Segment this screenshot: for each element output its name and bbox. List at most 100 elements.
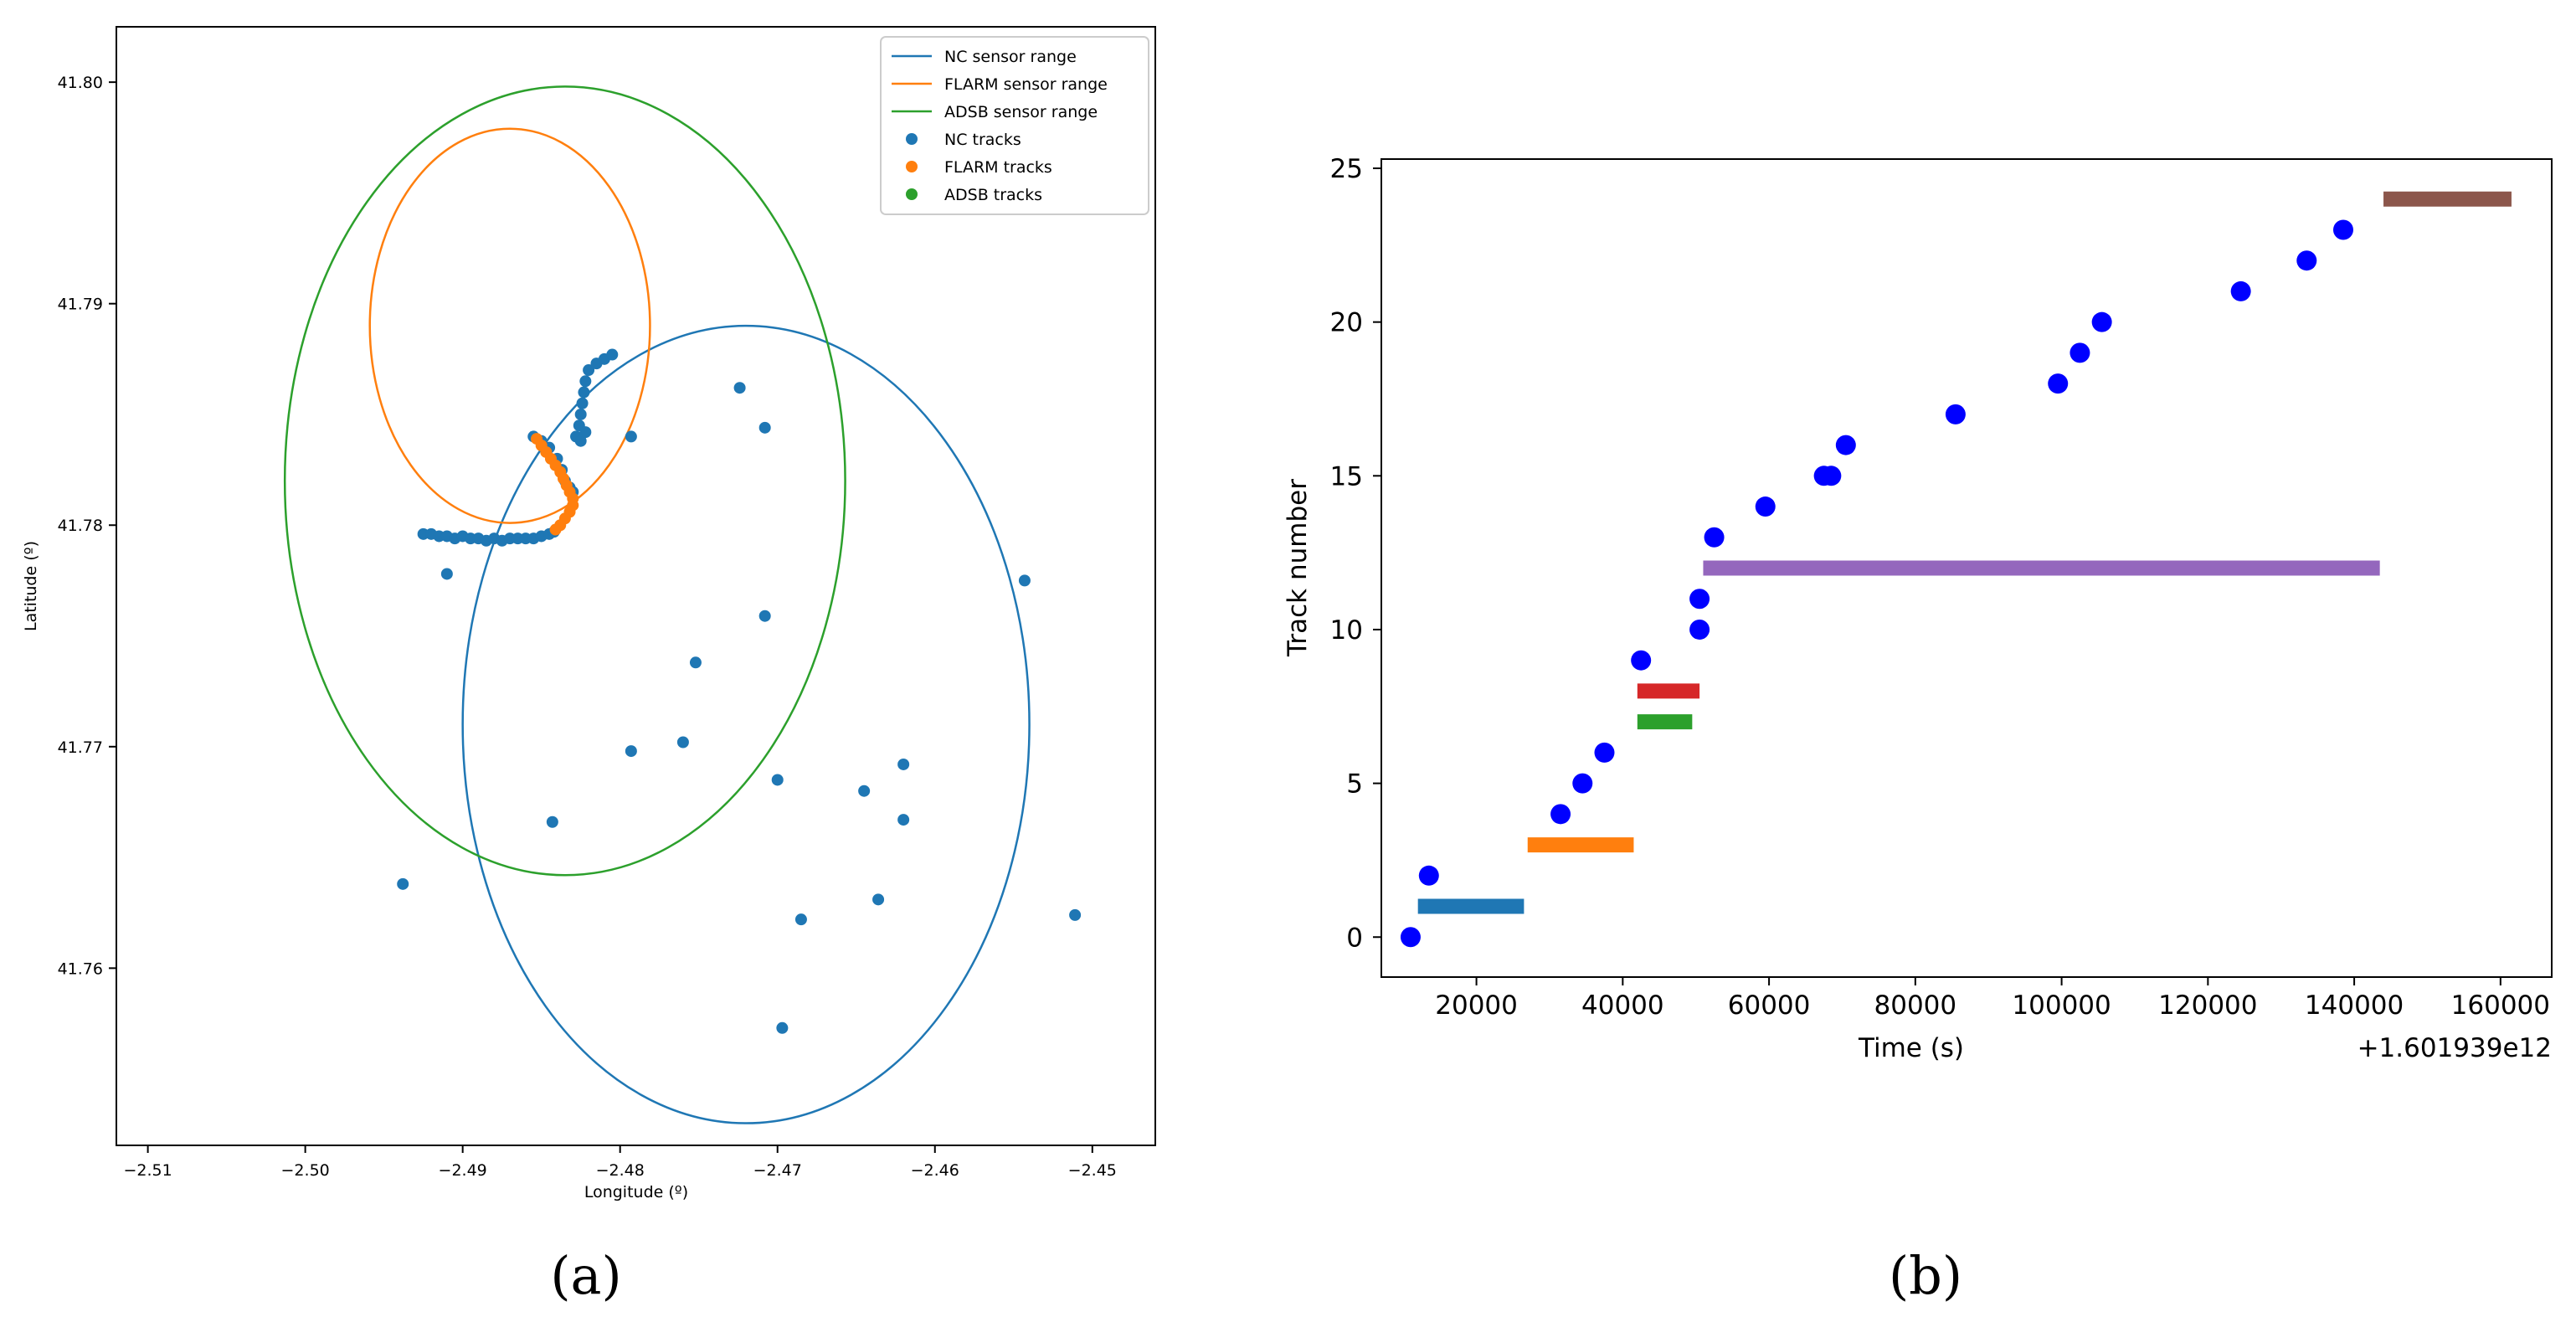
track-start-point	[2091, 311, 2112, 332]
y-tick-label: 20	[1330, 308, 1363, 338]
legend-label: ADSB tracks	[944, 186, 1042, 204]
track-start-point	[1689, 619, 1710, 640]
y-tick-label: 41.78	[58, 517, 103, 535]
track-points	[397, 348, 1082, 1034]
nc-tracks-point	[546, 815, 558, 828]
nc-tracks-point	[689, 656, 702, 669]
x-tick-label: −2.51	[123, 1161, 172, 1180]
y-tick-label: 0	[1346, 923, 1363, 953]
track-start-point	[1631, 650, 1652, 671]
y-tick-label: 41.76	[58, 959, 103, 978]
nc-tracks-point	[733, 382, 746, 394]
track-start-point	[1594, 742, 1615, 763]
x-tick-label: 120000	[2158, 990, 2257, 1021]
plot-a-xlabel: Longitude (º)	[584, 1183, 688, 1201]
nc-tracks-point	[579, 375, 592, 388]
plot-b-ticks: 20000 40000 60000 80000 100000 120000 140000 16…	[1330, 154, 2550, 1021]
legend-label: NC sensor range	[944, 48, 1077, 66]
track-start-point	[2048, 373, 2069, 394]
nc-tracks-point	[583, 364, 595, 377]
y-tick-label: 15	[1330, 461, 1363, 491]
plot-a-ticks: −2.51 −2.50 −2.49 −2.48 −2.47 −2.46 −2.45 41.76…	[58, 74, 1117, 1180]
nc-tracks-point	[579, 426, 592, 439]
x-tick-label: 140000	[2305, 990, 2404, 1021]
x-tick-label: −2.48	[596, 1161, 645, 1180]
x-tick-label: 160000	[2451, 990, 2550, 1021]
x-tick-label: 60000	[1728, 990, 1811, 1021]
track-start-point	[1550, 804, 1571, 825]
plot-b-ylabel: Track number	[1283, 479, 1313, 657]
x-tick-label: 80000	[1874, 990, 1957, 1021]
flarm-sensor-range-circle	[368, 127, 651, 524]
nc-tracks-point	[397, 877, 409, 890]
plot-b-offset-label: +1.601939e12	[2357, 1033, 2552, 1063]
nc-tracks-point	[771, 774, 784, 786]
legend-marker-swatch	[906, 161, 918, 172]
nc-tracks-point	[776, 1021, 789, 1034]
nc-tracks-point	[574, 408, 587, 420]
y-tick-label: 25	[1330, 154, 1363, 184]
nc-tracks-point	[576, 397, 589, 409]
legend-label: FLARM tracks	[944, 158, 1052, 177]
y-tick-label: 41.79	[58, 296, 103, 314]
legend-marker-swatch	[906, 188, 918, 200]
plot-a-ylabel: Latitude (º)	[22, 541, 40, 631]
panel-a: −2.51 −2.50 −2.49 −2.48 −2.47 −2.46 −2.45 41.76…	[22, 26, 1156, 1306]
nc-tracks-point	[676, 736, 689, 749]
track-start-point	[1835, 435, 1856, 455]
x-tick-label: −2.50	[281, 1161, 330, 1180]
nc-tracks-point	[606, 348, 619, 361]
nc-tracks-point	[872, 893, 885, 906]
plot-b-xlabel: Time (s)	[1858, 1033, 1964, 1063]
track-start-points	[1400, 219, 2353, 948]
legend-box	[880, 36, 1149, 215]
sensor-ranges	[283, 85, 1031, 1124]
x-tick-label: −2.47	[753, 1161, 802, 1180]
x-tick-label: 20000	[1435, 990, 1518, 1021]
nc-tracks-point	[1069, 908, 1082, 921]
track-start-point	[1572, 773, 1593, 794]
adsb-sensor-range-circle	[283, 85, 846, 877]
nc-tracks-point	[897, 758, 910, 770]
nc-tracks-point	[858, 785, 871, 797]
track-start-point	[2332, 219, 2353, 240]
caption-a: (a)	[550, 1245, 621, 1306]
flarm-tracks-point	[549, 523, 562, 536]
y-tick-label: 41.80	[58, 74, 103, 92]
track-start-point	[1704, 527, 1725, 548]
track-start-point	[1418, 865, 1439, 886]
panel-b: 20000 40000 60000 80000 100000 120000 140000 16…	[1283, 154, 2553, 1306]
nc-tracks-point	[625, 430, 637, 443]
legend-label: FLARM sensor range	[944, 75, 1108, 94]
y-tick-label: 10	[1330, 615, 1363, 646]
x-tick-label: −2.49	[439, 1161, 487, 1180]
legend-label: NC tracks	[944, 131, 1021, 149]
nc-tracks-point	[440, 568, 453, 580]
plot-a-legend: NC sensor range FLARM sensor range ADSB se…	[880, 36, 1149, 215]
nc-sensor-range-circle	[461, 324, 1031, 1124]
x-tick-label: 100000	[2012, 990, 2111, 1021]
track-start-point	[1400, 927, 1421, 948]
nc-tracks-point	[758, 421, 771, 434]
nc-tracks-point	[574, 435, 587, 447]
caption-b: (b)	[1889, 1245, 1962, 1306]
x-tick-label: −2.45	[1068, 1161, 1117, 1180]
track-start-point	[1945, 404, 1966, 424]
legend-marker-swatch	[906, 133, 918, 145]
nc-tracks-point	[794, 913, 807, 926]
track-segments	[1417, 191, 2512, 914]
legend-label: ADSB sensor range	[944, 103, 1098, 121]
y-tick-label: 5	[1346, 769, 1363, 800]
track-start-point	[2070, 342, 2090, 363]
track-start-point	[1689, 589, 1710, 610]
x-tick-label: 40000	[1581, 990, 1664, 1021]
track-start-point	[2296, 250, 2317, 271]
nc-tracks-point	[897, 814, 910, 826]
y-tick-label: 41.77	[58, 738, 103, 757]
nc-tracks-point	[1018, 574, 1031, 587]
track-start-point	[1821, 466, 1842, 486]
nc-tracks-point	[758, 610, 771, 622]
nc-tracks-point	[625, 745, 637, 758]
track-start-point	[2230, 280, 2251, 301]
